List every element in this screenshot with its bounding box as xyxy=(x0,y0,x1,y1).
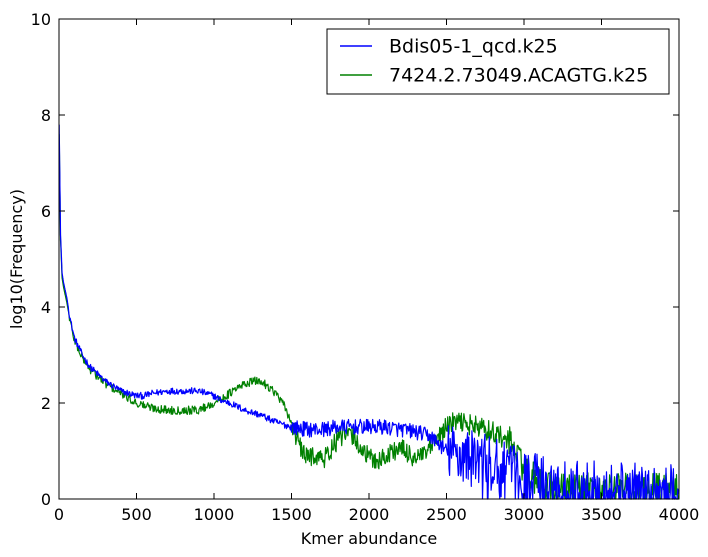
y-tick-label: 2 xyxy=(41,394,51,413)
y-axis-label: log10(Frequency) xyxy=(7,189,26,329)
y-tick-label: 10 xyxy=(31,10,51,29)
series-layer xyxy=(58,124,680,500)
x-tick-label: 1000 xyxy=(194,505,235,524)
y-tick-label: 0 xyxy=(41,490,51,509)
legend-frame xyxy=(326,28,670,95)
x-tick-label: 3000 xyxy=(504,505,545,524)
x-tick-label: 3500 xyxy=(581,505,622,524)
y-tick-label: 6 xyxy=(41,202,51,221)
y-tick-label: 4 xyxy=(41,298,51,317)
y-tick-label: 8 xyxy=(41,106,51,125)
x-tick-label: 1500 xyxy=(271,505,312,524)
x-tick-label: 4000 xyxy=(659,505,700,524)
series-line-0 xyxy=(58,124,680,500)
legend: Bdis05-1_qcd.k25 7424.2.73049.ACAGTG.k25 xyxy=(326,28,670,95)
legend-label-0: Bdis05-1_qcd.k25 xyxy=(389,36,558,58)
x-tick-label: 500 xyxy=(121,505,152,524)
tick-layer: 0 500 1000 1500 2000 2500 3000 3500 4000 0 2 4 6 8 10 xyxy=(31,10,700,524)
x-tick-label: 2000 xyxy=(349,505,390,524)
x-axis-label: Kmer abundance xyxy=(301,529,438,548)
x-tick-label: 0 xyxy=(54,505,64,524)
legend-label-1: 7424.2.73049.ACAGTG.k25 xyxy=(389,65,648,87)
x-tick-label: 2500 xyxy=(426,505,467,524)
